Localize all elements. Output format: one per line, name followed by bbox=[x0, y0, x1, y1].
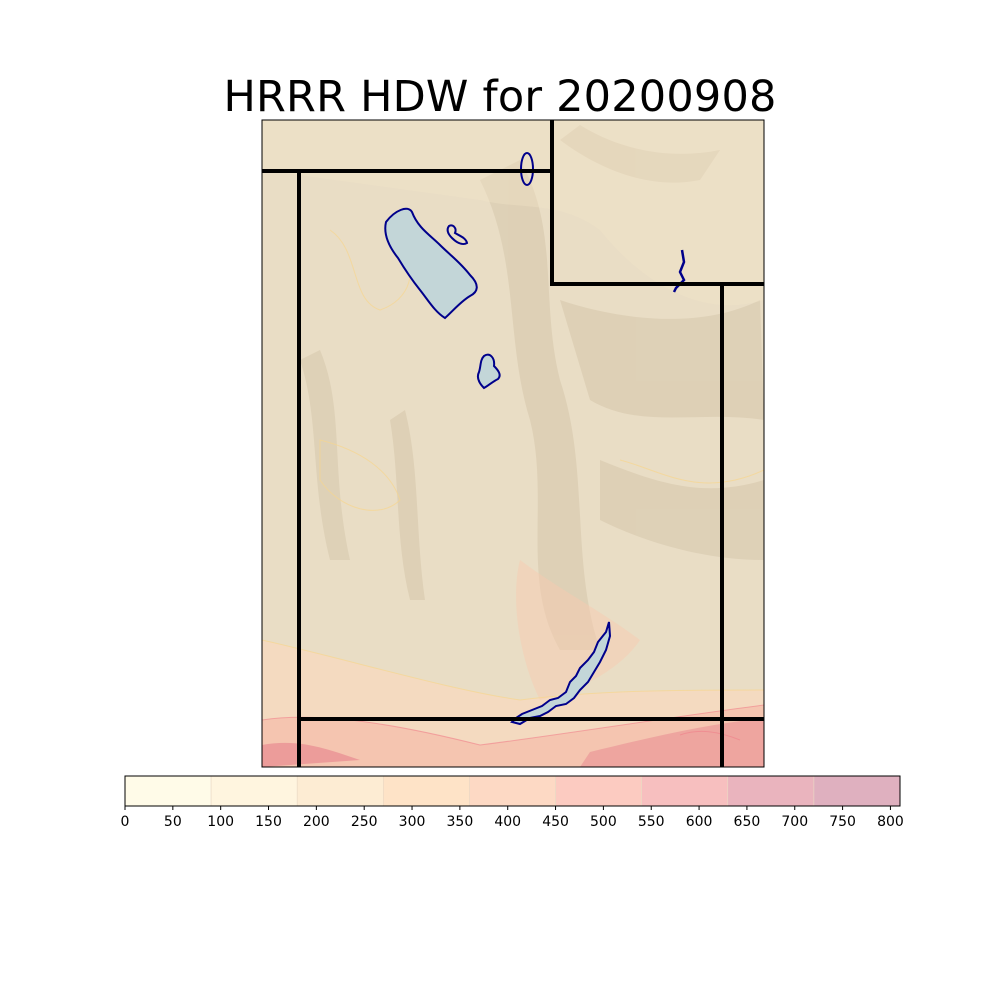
colorbar-tick-label: 150 bbox=[255, 814, 282, 830]
hdw-contour-band bbox=[262, 120, 764, 306]
colorbar-tick-label: 250 bbox=[351, 814, 378, 830]
colorbar-tick-label: 750 bbox=[829, 814, 856, 830]
colorbar-tick-label: 800 bbox=[877, 814, 904, 830]
colorbar-tick-label: 300 bbox=[399, 814, 426, 830]
colorbar-frame bbox=[124, 775, 901, 807]
state-borders bbox=[262, 120, 764, 767]
colorbar-band bbox=[124, 775, 212, 807]
colorbar-tick-label: 550 bbox=[638, 814, 665, 830]
hdw-contour-band bbox=[516, 560, 640, 700]
colorbar: 0 50 100 150 200 250 300 350 400 450 500 550 600 650 7… bbox=[121, 775, 904, 830]
great-salt-lake bbox=[384, 207, 478, 320]
map-panel bbox=[262, 120, 764, 767]
colorbar-tick-label: 600 bbox=[686, 814, 713, 830]
colorbar-tick-label: 500 bbox=[590, 814, 617, 830]
utah-lake bbox=[476, 353, 501, 390]
colorbar-tick-label: 450 bbox=[542, 814, 569, 830]
colorbar-band bbox=[727, 775, 815, 807]
colorbar-band bbox=[210, 775, 298, 807]
colorbar-band bbox=[296, 775, 384, 807]
colorbar-band bbox=[469, 775, 556, 807]
colorbar-tick-label: 200 bbox=[303, 814, 330, 830]
hdw-contour-band bbox=[580, 718, 764, 767]
colorbar-band bbox=[813, 775, 901, 807]
hdw-contour-band bbox=[262, 742, 360, 767]
colorbar-band bbox=[641, 775, 729, 807]
lake-shoreline bbox=[446, 224, 469, 246]
colorbar-tick-label: 0 bbox=[121, 814, 130, 830]
colorbar-tick-label: 50 bbox=[164, 814, 182, 830]
colorbar-tick-label: 400 bbox=[494, 814, 521, 830]
colorbar-tick-label: 100 bbox=[207, 814, 234, 830]
map-frame bbox=[261, 119, 765, 768]
colorbar-tick-label: 350 bbox=[447, 814, 474, 830]
map-title: HRRR HDW for 20200908 bbox=[223, 72, 777, 122]
colorbar-band bbox=[555, 775, 642, 807]
colorbar-tick-label: 700 bbox=[781, 814, 808, 830]
colorbar-band bbox=[383, 775, 470, 807]
border-wyoming bbox=[550, 120, 764, 286]
flaming-gorge-reservoir bbox=[672, 249, 686, 293]
colorbar-tick-label: 650 bbox=[734, 814, 761, 830]
